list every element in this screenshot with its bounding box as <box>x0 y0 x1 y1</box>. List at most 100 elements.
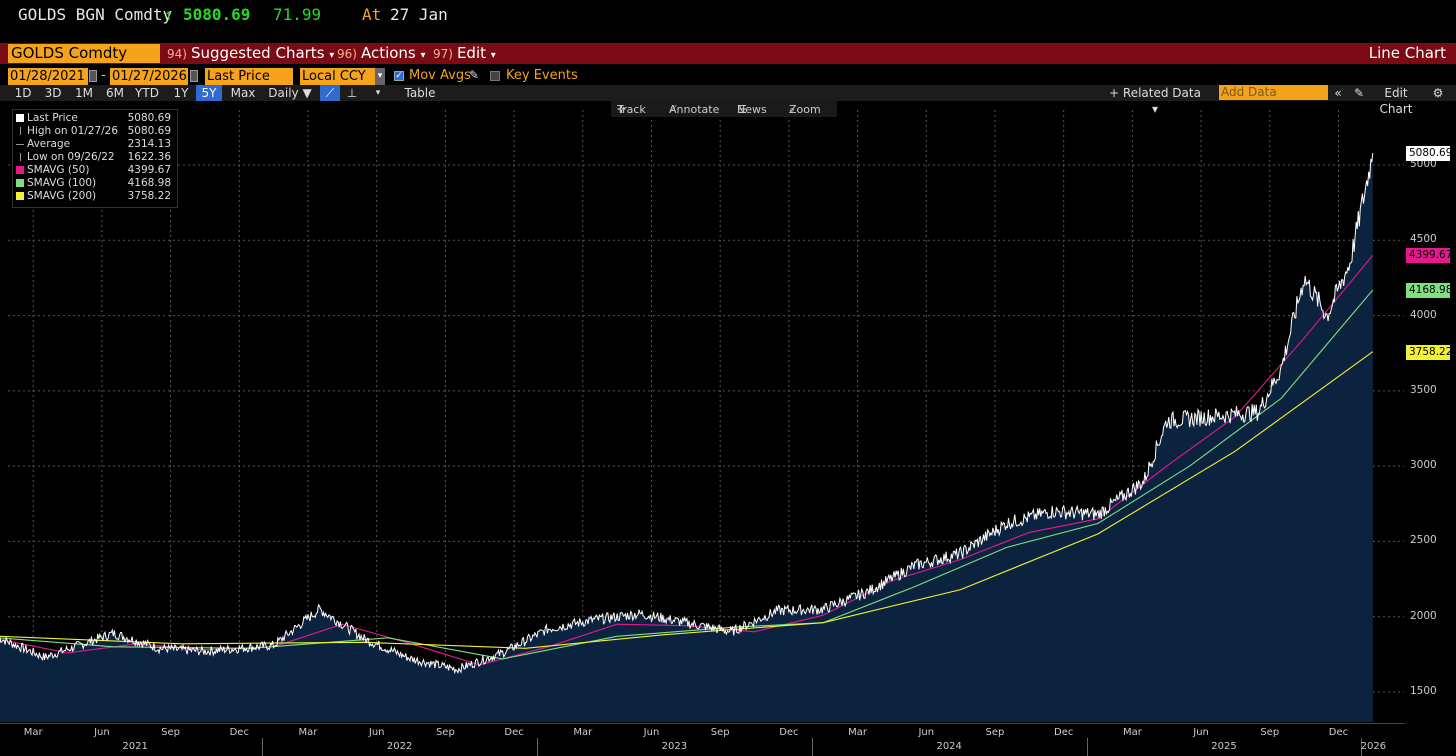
period-max-button[interactable]: Max <box>230 86 256 100</box>
period-toolbar: 1D 3D 1M 6M YTD 1Y 5Y Max Daily ▼ ⟋ ⊥ ▾ … <box>0 85 1456 116</box>
currency-dropdown-icon[interactable]: ▾ <box>375 68 385 85</box>
high-marker-icon <box>20 127 21 135</box>
x-tick-label: Sep <box>161 727 181 738</box>
x-tick-label: Dec <box>504 727 524 738</box>
legend-high: High on 01/27/26 5080.69 <box>13 125 177 138</box>
smavg50-swatch <box>16 166 24 174</box>
suggested-charts-menu[interactable]: 94) Suggested Charts ▾ <box>167 44 335 62</box>
table-button[interactable]: Table <box>404 86 436 100</box>
settings-row: 01/28/2021 - 01/27/2026 Last Price Local… <box>0 68 1456 86</box>
low-marker-icon <box>20 153 21 161</box>
x-tick-label: Jun <box>1193 727 1209 738</box>
y-tick-label: 3500 <box>1410 383 1437 396</box>
key-events-checkbox[interactable] <box>490 71 500 81</box>
crosshair-icon: ✛ <box>617 103 627 116</box>
x-tick-label: Sep <box>1260 727 1280 738</box>
up-arrow-icon: ↑ <box>164 5 174 24</box>
pencil-icon[interactable]: ✎ <box>1353 86 1365 100</box>
legend-smavg-50: SMAVG (50) 4399.67 <box>13 164 177 177</box>
key-events-label[interactable]: Key Events <box>506 68 578 83</box>
x-tick-label: Jun <box>94 727 110 738</box>
x-tick-label: Jun <box>643 727 660 738</box>
average-marker-icon <box>16 144 24 145</box>
zoom-icon: ⌕ <box>789 103 796 116</box>
year-separator <box>536 738 538 756</box>
field-selector[interactable]: Last Price <box>205 68 293 85</box>
smavg100-swatch <box>16 179 24 187</box>
related-data-button[interactable]: + Related Data ▾ <box>1109 86 1201 116</box>
period-1d-button[interactable]: 1D <box>14 86 32 100</box>
start-date-field[interactable]: 01/28/2021 <box>8 68 88 85</box>
collapse-icon[interactable]: « <box>1334 86 1342 100</box>
year-separator <box>1361 738 1363 756</box>
date-separator: - <box>101 68 106 83</box>
menu-bar: 94) Suggested Charts ▾ 96) Actions ▾ 97) Ed… <box>0 43 1456 64</box>
smavg200-tag: 3758.22 <box>1406 344 1452 360</box>
last-price-tag: 5080.69 <box>1406 145 1452 161</box>
edit-menu[interactable]: 97) Edit ▾ <box>433 44 496 62</box>
x-tick-label: Dec <box>1328 727 1349 738</box>
legend-smavg-200: SMAVG (200) 3758.22 <box>13 190 177 203</box>
year-label: 2022 <box>386 741 413 752</box>
price-chart[interactable] <box>0 101 1456 723</box>
year-separator <box>1086 738 1088 756</box>
y-tick-label: 3000 <box>1410 459 1437 472</box>
mov-avgs-checkbox[interactable]: ✓ <box>394 71 404 81</box>
year-label: 2021 <box>122 741 148 752</box>
annotate-icon: ⟋ <box>669 103 677 116</box>
legend-low: Low on 09/26/22 1622.36 <box>13 151 177 164</box>
ticker-title: GOLDS BGN Comdty <box>18 5 173 24</box>
pencil-icon[interactable]: ✎ <box>469 68 480 82</box>
year-separator <box>262 738 264 756</box>
chart-style-dropdown-icon[interactable]: ▾ <box>375 88 381 98</box>
x-tick-label: Mar <box>573 727 593 738</box>
bar-chart-icon[interactable]: ⊥ <box>346 86 358 100</box>
edit-chart-button[interactable]: Edit Chart <box>1379 86 1413 116</box>
x-tick-label: Dec <box>1054 727 1074 738</box>
price-change: 71.99 <box>273 5 322 24</box>
legend-average: Average 2314.13 <box>13 138 177 151</box>
period-6m-button[interactable]: 6M <box>106 86 124 100</box>
calendar-icon[interactable] <box>190 70 198 82</box>
chart-type-label[interactable]: Line Chart <box>1368 44 1446 62</box>
frequency-selector[interactable]: Daily ▼ <box>268 86 312 100</box>
quote-time: 27 Jan <box>390 5 448 24</box>
calendar-icon[interactable] <box>89 70 97 82</box>
x-tick-label: Sep <box>710 727 730 738</box>
chart-tools: ✛ Track ⟋ Annotate ☰ News ⌕ Zoom <box>611 101 837 117</box>
period-3d-button[interactable]: 3D <box>44 86 62 100</box>
x-tick-label: Dec <box>229 727 249 738</box>
last-price: 5080.69 <box>183 5 251 24</box>
y-tick-label: 5000 <box>1410 158 1437 170</box>
x-tick-label: Jun <box>918 727 935 738</box>
legend-last-price: Last Price 5080.69 <box>13 112 177 125</box>
y-tick-label: 4000 <box>1410 308 1437 321</box>
year-label: 2024 <box>936 741 962 752</box>
mov-avgs-label[interactable]: Mov Avgs <box>409 68 471 83</box>
last-price-swatch <box>16 114 24 122</box>
period-5y-button[interactable]: 5Y <box>196 85 222 101</box>
add-data-input[interactable]: Add Data <box>1219 85 1328 100</box>
actions-menu[interactable]: 96) Actions ▾ <box>337 44 426 62</box>
x-tick-label: Dec <box>779 727 799 738</box>
end-date-field[interactable]: 01/27/2026 <box>110 68 188 85</box>
quote-header: GOLDS BGN Comdty ↑ 5080.69 71.99 At 27 J… <box>0 0 1456 30</box>
series-last-price <box>0 152 1374 675</box>
year-label: 2025 <box>1211 741 1237 752</box>
x-tick-label: Sep <box>435 727 455 738</box>
period-ytd-button[interactable]: YTD <box>135 86 159 100</box>
x-tick-label: Jun <box>368 727 385 738</box>
period-1m-button[interactable]: 1M <box>75 86 93 100</box>
news-icon: ☰ <box>737 103 747 116</box>
smavg200-swatch <box>16 192 24 200</box>
price-area <box>0 153 1373 722</box>
year-label: 2023 <box>661 741 688 752</box>
currency-selector[interactable]: Local CCY <box>300 68 375 85</box>
gear-icon[interactable]: ⚙ <box>1432 86 1444 100</box>
line-chart-icon[interactable]: ⟋ <box>320 85 340 101</box>
y-tick-label: 2000 <box>1410 609 1437 622</box>
ticker-input[interactable]: GOLDS Comdty <box>8 44 160 63</box>
time-prefix: At <box>362 5 382 24</box>
year-separator <box>811 738 813 756</box>
period-1y-button[interactable]: 1Y <box>173 86 189 100</box>
